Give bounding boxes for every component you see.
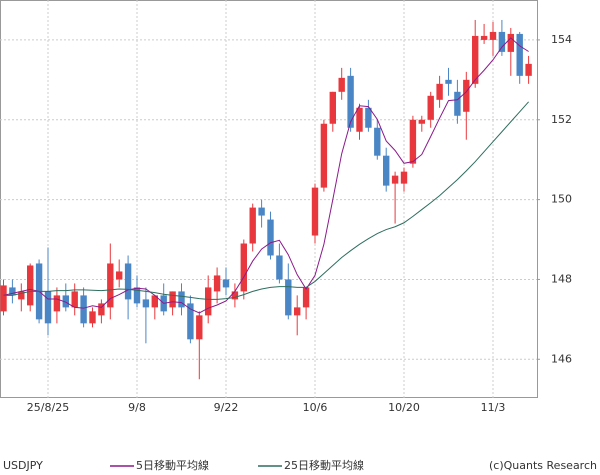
candle-body [525,63,532,76]
candle-body [383,155,390,186]
candle-body [0,285,7,312]
candle-body [62,295,69,308]
candle-body [258,207,265,216]
candle-body [71,291,78,308]
legend-label: 25日移動平均線 [284,458,364,472]
candle-body [320,123,328,188]
candle-body [169,291,176,308]
x-tick-label: 10/6 [303,401,328,414]
candle-body [391,175,399,184]
candle-body [151,295,158,308]
candle-body [463,79,470,112]
candle-body [302,287,310,308]
y-tick-label: 146 [551,352,572,365]
candle-body [249,207,256,244]
copyright: (c)Quants Research [489,459,597,472]
ma-line [3,37,529,314]
x-tick-label: 9/22 [214,401,239,414]
candle-body [329,91,336,124]
candle-body [418,119,425,124]
candle-body [18,291,25,300]
symbol-label: USDJPY [3,459,43,472]
ma-line [3,101,529,300]
plot-frame [0,0,538,398]
candle-body [267,219,274,256]
candle-body [489,31,497,40]
candle-body [196,315,203,340]
x-tick-label: 11/3 [481,401,506,414]
candle-body [205,287,212,316]
candle-body [98,303,105,316]
candle-body [507,33,514,52]
candle-body [338,77,345,92]
candle-body [516,33,523,76]
candle-body [27,265,34,306]
legend-label: 5日移動平均線 [136,458,209,472]
candle-body [356,107,363,132]
x-tick-label: 9/8 [128,401,146,414]
y-tick-label: 152 [551,113,572,126]
candle-body [365,107,372,128]
y-tick-label: 154 [551,33,572,46]
candle-body [427,95,434,120]
candle-body [445,79,452,84]
candle-body [142,299,150,308]
candle-body [107,263,114,308]
candle-body [480,35,488,40]
candle-body [9,287,16,296]
candle-body [124,263,132,300]
candle-body [409,119,417,164]
candle-body [231,291,239,300]
candle-body [187,303,194,340]
candle-body [53,295,61,312]
candle-body [44,291,52,324]
candle-body [436,83,443,100]
candle-body [276,255,283,280]
candle-body [213,275,221,292]
x-tick-label: 25/8/25 [27,401,69,414]
y-tick-label: 148 [551,272,572,285]
candle-body [222,279,230,288]
candle-body [116,271,123,280]
y-tick-label: 150 [551,193,572,206]
candle-body [498,31,506,52]
candle-body [347,75,354,128]
x-tick-label: 10/20 [388,401,420,414]
candle-body [178,291,185,308]
candle-body [240,243,247,292]
candle-body [133,287,141,304]
candle-body [285,279,292,316]
candle-body [311,187,319,236]
candle-body [294,307,301,316]
candle-body [374,127,381,156]
candle-body [472,35,479,84]
candle-body [80,295,87,324]
candle-body [454,91,461,116]
candle-body [89,311,96,324]
candle-body [400,171,408,184]
